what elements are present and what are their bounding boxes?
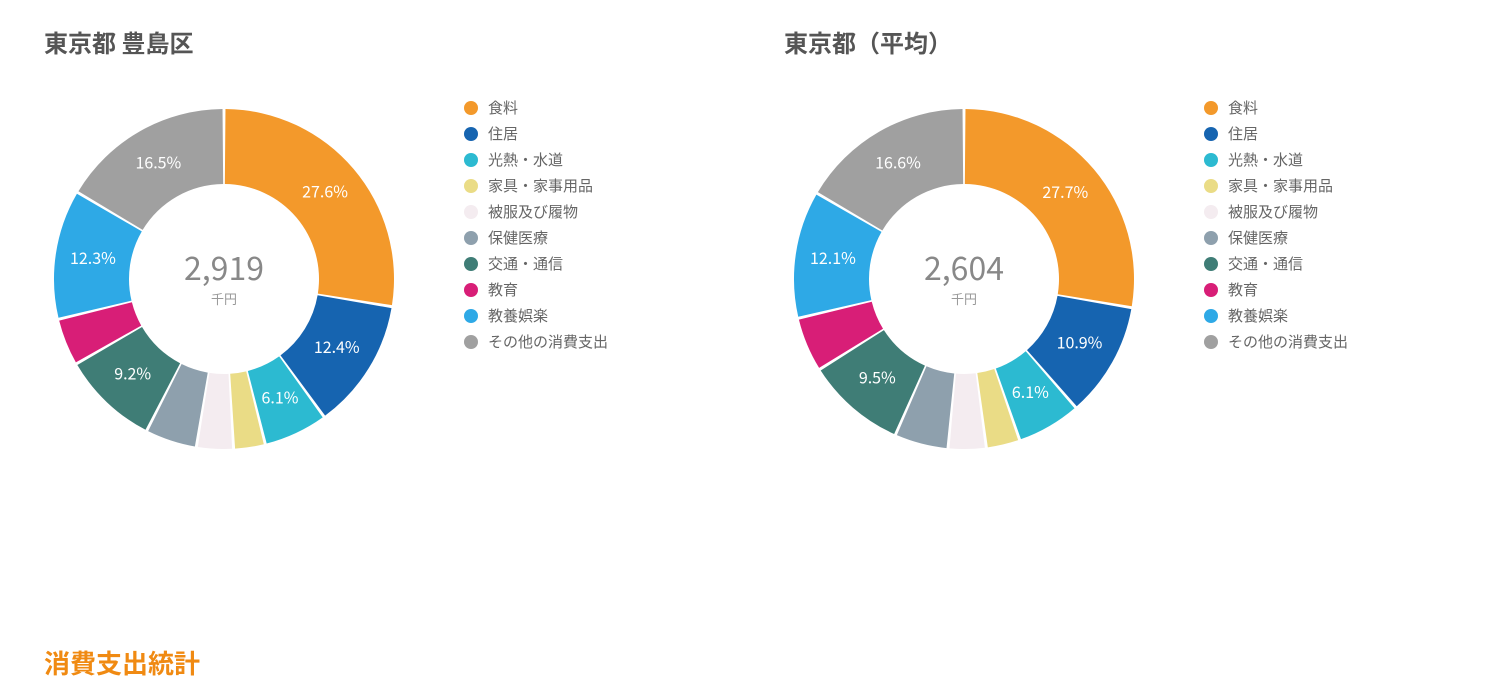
legend-label-education: 教育 xyxy=(488,281,518,299)
chart-title-tokyo-avg: 東京都（平均） xyxy=(784,24,1484,59)
legend-dot-clothing xyxy=(1204,205,1218,219)
legend-item-furniture[interactable]: 家具・家事用品 xyxy=(1204,177,1348,195)
legend-label-transport: 交通・通信 xyxy=(488,255,563,273)
legend-dot-housing xyxy=(464,127,478,141)
legend-dot-other xyxy=(1204,335,1218,349)
legend-dot-other xyxy=(464,335,478,349)
legend-dot-furniture xyxy=(1204,179,1218,193)
legend-item-utilities[interactable]: 光熱・水道 xyxy=(1204,151,1348,169)
legend-item-utilities[interactable]: 光熱・水道 xyxy=(464,151,608,169)
donut-svg-tokyo-avg: 27.7%10.9%6.1%9.5%12.1%16.6% xyxy=(784,99,1144,459)
legend-tokyo-avg: 食料住居光熱・水道家具・家事用品被服及び履物保健医療交通・通信教育教養娯楽その他… xyxy=(1204,99,1348,351)
legend-item-food[interactable]: 食料 xyxy=(1204,99,1348,117)
chart-body-tokyo-avg: 27.7%10.9%6.1%9.5%12.1%16.6% 2,604 千円 食料… xyxy=(784,99,1484,459)
legend-label-food: 食料 xyxy=(1228,99,1258,117)
charts-row: 東京都 豊島区 27.6%12.4%6.1%9.2%12.3%16.5% 2,9… xyxy=(44,24,1450,459)
legend-label-transport: 交通・通信 xyxy=(1228,255,1303,273)
legend-label-education: 教育 xyxy=(1228,281,1258,299)
legend-label-other: その他の消費支出 xyxy=(1228,333,1348,351)
chart-title-toshima: 東京都 豊島区 xyxy=(44,24,744,59)
legend-label-medical: 保健医療 xyxy=(488,229,548,247)
legend-item-clothing[interactable]: 被服及び履物 xyxy=(464,203,608,221)
legend-dot-furniture xyxy=(464,179,478,193)
legend-item-housing[interactable]: 住居 xyxy=(464,125,608,143)
legend-dot-food xyxy=(464,101,478,115)
legend-dot-education xyxy=(1204,283,1218,297)
legend-label-other: その他の消費支出 xyxy=(488,333,608,351)
legend-dot-food xyxy=(1204,101,1218,115)
slice-food[interactable] xyxy=(225,109,394,305)
legend-item-recreation[interactable]: 教養娯楽 xyxy=(464,307,608,325)
legend-item-medical[interactable]: 保健医療 xyxy=(464,229,608,247)
legend-item-clothing[interactable]: 被服及び履物 xyxy=(1204,203,1348,221)
legend-dot-recreation xyxy=(464,309,478,323)
legend-dot-transport xyxy=(1204,257,1218,271)
legend-label-recreation: 教養娯楽 xyxy=(1228,307,1288,325)
legend-item-recreation[interactable]: 教養娯楽 xyxy=(1204,307,1348,325)
legend-item-education[interactable]: 教育 xyxy=(1204,281,1348,299)
legend-label-food: 食料 xyxy=(488,99,518,117)
legend-dot-education xyxy=(464,283,478,297)
legend-item-other[interactable]: その他の消費支出 xyxy=(1204,333,1348,351)
chart-tokyo-avg: 東京都（平均） 27.7%10.9%6.1%9.5%12.1%16.6% 2,6… xyxy=(784,24,1484,459)
chart-toshima: 東京都 豊島区 27.6%12.4%6.1%9.2%12.3%16.5% 2,9… xyxy=(44,24,744,459)
legend-label-housing: 住居 xyxy=(1228,125,1258,143)
donut-svg-toshima: 27.6%12.4%6.1%9.2%12.3%16.5% xyxy=(44,99,404,459)
legend-toshima: 食料住居光熱・水道家具・家事用品被服及び履物保健医療交通・通信教育教養娯楽その他… xyxy=(464,99,608,351)
legend-item-housing[interactable]: 住居 xyxy=(1204,125,1348,143)
legend-item-education[interactable]: 教育 xyxy=(464,281,608,299)
legend-item-transport[interactable]: 交通・通信 xyxy=(1204,255,1348,273)
legend-dot-clothing xyxy=(464,205,478,219)
legend-label-utilities: 光熱・水道 xyxy=(488,151,563,169)
legend-dot-recreation xyxy=(1204,309,1218,323)
legend-label-clothing: 被服及び履物 xyxy=(1228,203,1318,221)
legend-label-utilities: 光熱・水道 xyxy=(1228,151,1303,169)
legend-item-furniture[interactable]: 家具・家事用品 xyxy=(464,177,608,195)
legend-item-medical[interactable]: 保健医療 xyxy=(1204,229,1348,247)
legend-label-furniture: 家具・家事用品 xyxy=(488,177,593,195)
legend-label-furniture: 家具・家事用品 xyxy=(1228,177,1333,195)
donut-toshima: 27.6%12.4%6.1%9.2%12.3%16.5% 2,919 千円 xyxy=(44,99,404,459)
chart-body-toshima: 27.6%12.4%6.1%9.2%12.3%16.5% 2,919 千円 食料… xyxy=(44,99,744,459)
legend-item-food[interactable]: 食料 xyxy=(464,99,608,117)
legend-dot-transport xyxy=(464,257,478,271)
legend-dot-housing xyxy=(1204,127,1218,141)
slice-food[interactable] xyxy=(965,109,1134,306)
page: 東京都 豊島区 27.6%12.4%6.1%9.2%12.3%16.5% 2,9… xyxy=(0,0,1494,699)
legend-label-clothing: 被服及び履物 xyxy=(488,203,578,221)
legend-dot-utilities xyxy=(1204,153,1218,167)
legend-label-recreation: 教養娯楽 xyxy=(488,307,548,325)
legend-label-medical: 保健医療 xyxy=(1228,229,1288,247)
legend-item-other[interactable]: その他の消費支出 xyxy=(464,333,608,351)
legend-label-housing: 住居 xyxy=(488,125,518,143)
donut-tokyo-avg: 27.7%10.9%6.1%9.5%12.1%16.6% 2,604 千円 xyxy=(784,99,1144,459)
legend-item-transport[interactable]: 交通・通信 xyxy=(464,255,608,273)
legend-dot-medical xyxy=(1204,231,1218,245)
legend-dot-utilities xyxy=(464,153,478,167)
legend-dot-medical xyxy=(464,231,478,245)
section-title: 消費支出統計 xyxy=(44,644,200,681)
